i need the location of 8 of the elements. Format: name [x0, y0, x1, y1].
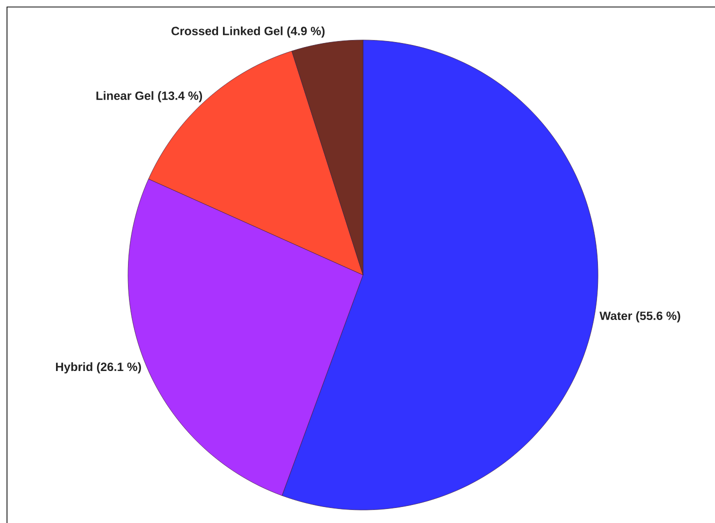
slice-label: Crossed Linked Gel	[172, 26, 282, 36]
slice-label: Hybrid	[56, 362, 92, 374]
slice-label: Linear Gel	[96, 91, 154, 100]
slice-label: Water	[600, 312, 632, 320]
data-label: (26.1 %)	[96, 362, 141, 374]
data-label: (13.4 %)	[158, 91, 202, 102]
data-label: (55.6 %)	[636, 311, 680, 322]
data-label: (4.9 %)	[287, 26, 325, 38]
